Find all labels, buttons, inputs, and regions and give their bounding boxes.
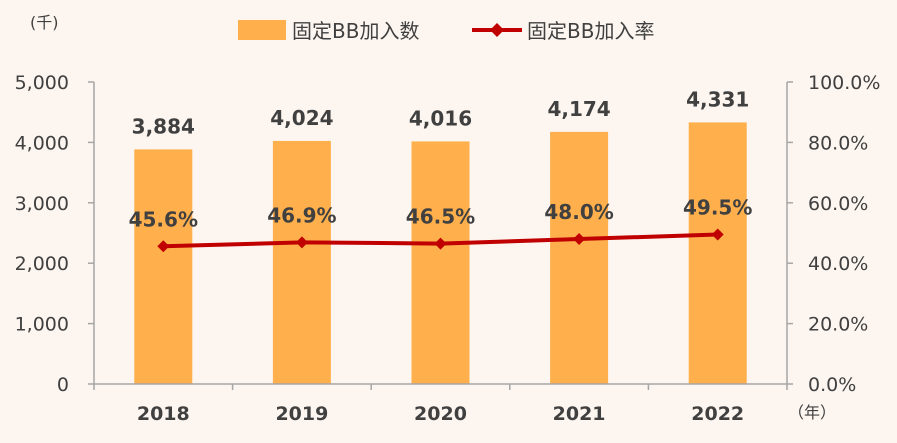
rate-label-2018: 45.6% bbox=[129, 207, 198, 231]
left-tick-label: 5,000 bbox=[15, 72, 69, 94]
bar-2018 bbox=[134, 149, 193, 384]
legend-bar-swatch bbox=[238, 20, 286, 40]
right-tick-label: 20.0% bbox=[808, 314, 868, 336]
legend: 固定BB加入数 固定BB加入率 bbox=[238, 19, 654, 43]
left-tick-label: 2,000 bbox=[15, 253, 69, 275]
bar-label-2020: 4,016 bbox=[409, 106, 472, 130]
right-axis: 0.0% 20.0% 40.0% 60.0% 80.0% 100.0% bbox=[786, 72, 880, 396]
bar-2019 bbox=[272, 140, 331, 384]
x-axis-unit: （年） bbox=[788, 403, 836, 422]
right-tick-label: 40.0% bbox=[808, 253, 868, 275]
right-tick-label: 0.0% bbox=[808, 374, 856, 396]
bar-series bbox=[134, 122, 747, 385]
legend-line-label: 固定BB加入率 bbox=[527, 19, 654, 43]
right-tick-label: 100.0% bbox=[808, 72, 880, 94]
left-axis-unit: (千) bbox=[30, 13, 59, 32]
bar-2020 bbox=[411, 141, 470, 384]
x-tick-label: 2020 bbox=[414, 403, 467, 425]
rate-point-2020 bbox=[434, 237, 447, 250]
left-tick-label: 0 bbox=[57, 374, 69, 396]
bar-label-2018: 3,884 bbox=[132, 114, 195, 138]
x-tick-label: 2021 bbox=[553, 403, 606, 425]
x-tick-label: 2022 bbox=[691, 403, 744, 425]
right-tick-label: 60.0% bbox=[808, 193, 868, 215]
rate-label-2022: 49.5% bbox=[683, 196, 752, 220]
bar-2022 bbox=[688, 122, 747, 385]
bar-2021 bbox=[550, 131, 609, 384]
x-tick-label: 2018 bbox=[137, 403, 190, 425]
left-tick-label: 4,000 bbox=[15, 132, 69, 154]
bar-data-labels: 3,884 4,024 4,016 4,174 4,331 bbox=[132, 87, 750, 138]
x-tick-label: 2019 bbox=[275, 403, 328, 425]
line-data-labels: 45.6% 46.9% 46.5% 48.0% 49.5% bbox=[129, 196, 753, 232]
rate-point-2021 bbox=[573, 233, 586, 246]
rate-label-2021: 48.0% bbox=[544, 200, 613, 224]
bar-label-2022: 4,331 bbox=[686, 87, 749, 111]
rate-point-2018 bbox=[157, 240, 170, 253]
rate-point-2022 bbox=[711, 228, 724, 241]
line-series bbox=[157, 228, 724, 253]
left-axis: 0 1,000 2,000 3,000 4,000 5,000 bbox=[15, 72, 95, 396]
rate-label-2020: 46.5% bbox=[406, 205, 475, 229]
left-tick-label: 3,000 bbox=[15, 193, 69, 215]
bar-label-2021: 4,174 bbox=[547, 97, 610, 121]
x-axis: 2018 2019 2020 2021 2022 bbox=[93, 383, 788, 425]
legend-line-marker bbox=[490, 23, 504, 37]
legend-bar-label: 固定BB加入数 bbox=[292, 19, 419, 43]
bar-label-2019: 4,024 bbox=[270, 106, 333, 130]
rate-point-2019 bbox=[295, 236, 308, 249]
rate-label-2019: 46.9% bbox=[267, 203, 336, 227]
left-tick-label: 1,000 bbox=[15, 314, 69, 336]
right-tick-label: 80.0% bbox=[808, 132, 868, 154]
